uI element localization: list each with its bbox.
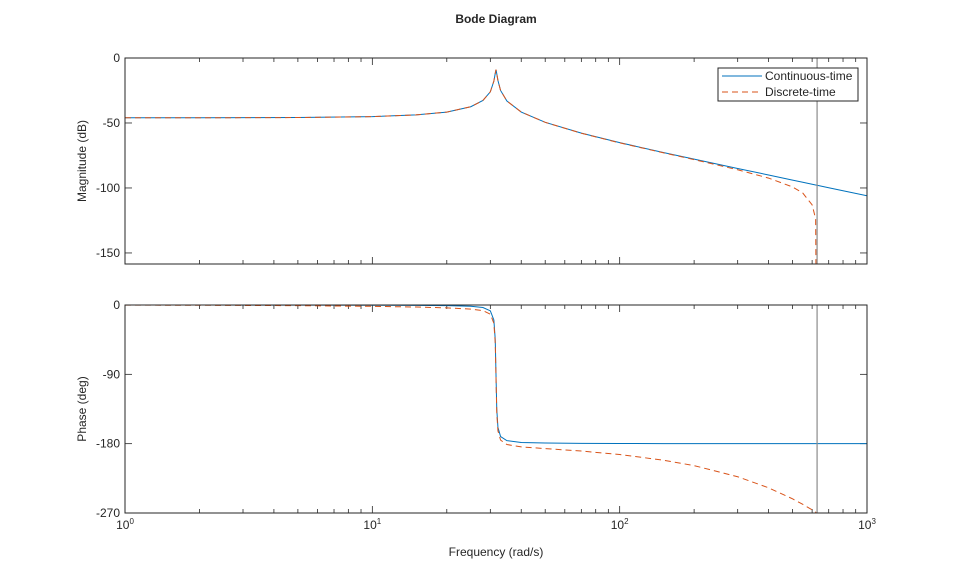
- y-tick-label: 0: [113, 298, 120, 312]
- y-tick-label: -100: [96, 181, 120, 195]
- x-tick-label: 101: [363, 517, 381, 532]
- y-tick-label: -150: [96, 246, 120, 260]
- legend-box: [717, 67, 859, 102]
- x-tick-base: 10: [858, 518, 872, 532]
- y-tick-label: -270: [96, 506, 120, 520]
- x-tick-exp: 2: [624, 517, 629, 526]
- magnitude-ylabel: Magnitude (dB): [75, 120, 89, 202]
- chart-title: Bode Diagram: [455, 12, 536, 26]
- x-tick-label: 102: [611, 517, 629, 532]
- y-tick-label: -90: [103, 367, 121, 381]
- y-tick-label: -50: [103, 116, 121, 130]
- axes-box: [124, 304, 868, 514]
- discrete-phase-line: [125, 305, 817, 513]
- x-tick-base: 10: [116, 518, 130, 532]
- x-tick-label: 100: [116, 517, 134, 532]
- legend-discrete-label: Discrete-time: [765, 85, 836, 99]
- x-tick-base: 10: [363, 518, 377, 532]
- x-tick-exp: 3: [871, 517, 876, 526]
- y-tick-label: -180: [96, 437, 120, 451]
- phase-ylabel: Phase (deg): [75, 376, 89, 441]
- axes-box: [124, 57, 868, 265]
- discrete-magnitude-line: [125, 69, 817, 264]
- legend: Continuous-time Discrete-time: [717, 67, 859, 102]
- x-tick-exp: 0: [129, 517, 134, 526]
- y-tick-label: 0: [113, 51, 120, 65]
- x-tick-base: 10: [611, 518, 625, 532]
- x-tick-label: 103: [858, 517, 876, 532]
- plot-area: [125, 305, 867, 513]
- frequency-xlabel: Frequency (rad/s): [449, 545, 544, 559]
- continuous-magnitude-line: [125, 69, 867, 197]
- legend-continuous-label: Continuous-time: [765, 69, 853, 83]
- x-tick-exp: 1: [377, 517, 382, 526]
- continuous-phase-line: [125, 305, 867, 445]
